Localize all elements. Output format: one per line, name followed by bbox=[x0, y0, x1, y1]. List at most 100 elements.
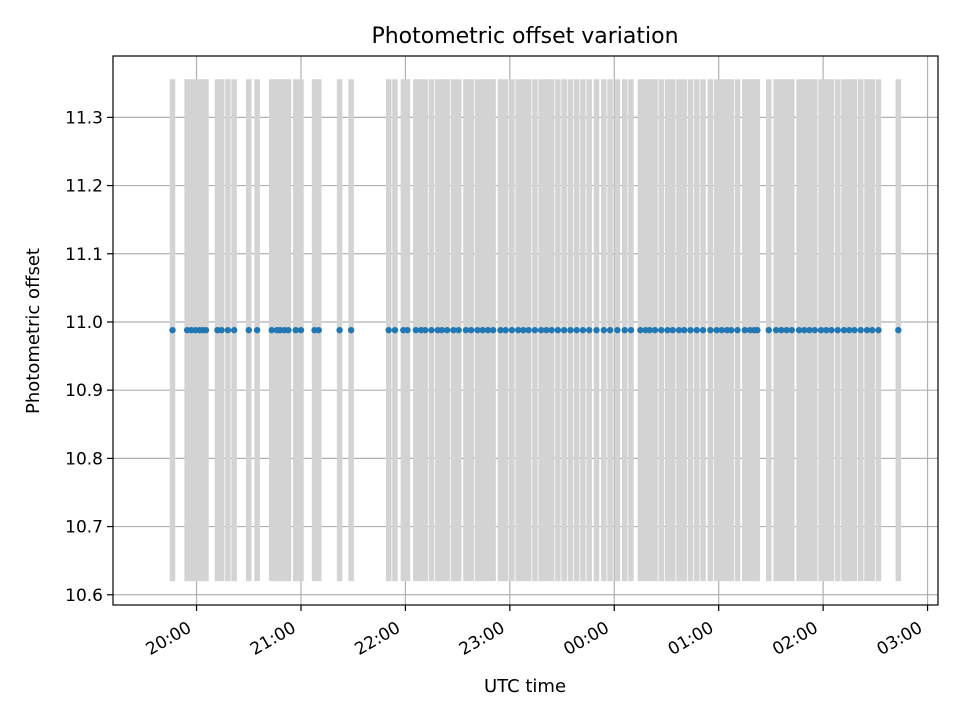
data-point bbox=[520, 326, 527, 334]
y-axis-ticks: 10.6 10.7 10.8 10.9 11.0 11.1 11.2 11.3 bbox=[65, 108, 113, 606]
chart-title: Photometric offset variation bbox=[371, 24, 678, 49]
data-point bbox=[455, 326, 462, 334]
data-point bbox=[253, 326, 261, 334]
data-point bbox=[489, 326, 497, 334]
data-point bbox=[795, 326, 803, 334]
data-point bbox=[245, 326, 252, 334]
data-point bbox=[811, 326, 818, 334]
data-point bbox=[497, 326, 504, 334]
data-point bbox=[895, 326, 902, 334]
data-point bbox=[531, 326, 539, 334]
data-point bbox=[869, 326, 876, 334]
plot-frame bbox=[112, 55, 939, 606]
data-point bbox=[385, 326, 392, 334]
data-point bbox=[651, 326, 659, 334]
data-point bbox=[687, 326, 694, 334]
data-point bbox=[718, 326, 726, 334]
data-point bbox=[765, 326, 773, 334]
data-point bbox=[391, 326, 399, 334]
data-point bbox=[606, 326, 614, 334]
data-point bbox=[567, 326, 574, 334]
data-point bbox=[658, 326, 665, 334]
data-point bbox=[627, 326, 635, 334]
data-point bbox=[467, 326, 475, 334]
data-point bbox=[297, 326, 305, 334]
data-point bbox=[218, 326, 225, 334]
data-point bbox=[637, 326, 644, 334]
data-point bbox=[699, 326, 707, 334]
data-point bbox=[548, 326, 555, 334]
data-point bbox=[801, 326, 808, 334]
data-point bbox=[292, 326, 299, 334]
data-point bbox=[508, 326, 516, 334]
data-point bbox=[285, 326, 292, 334]
y-tick-label: 11.3 bbox=[65, 108, 103, 128]
data-point bbox=[347, 326, 355, 334]
x-axis-label: UTC time bbox=[484, 676, 566, 697]
data-point bbox=[450, 326, 457, 334]
data-point bbox=[875, 326, 882, 334]
data-point bbox=[857, 326, 864, 334]
data-point bbox=[202, 326, 210, 334]
data-point bbox=[593, 326, 600, 334]
data-point bbox=[230, 326, 238, 334]
y-axis-label: Photometric offset bbox=[23, 248, 44, 414]
data-point bbox=[664, 326, 671, 334]
y-tick-label: 11.0 bbox=[65, 313, 103, 333]
data-point bbox=[646, 326, 653, 334]
data-point bbox=[560, 326, 568, 334]
data-point bbox=[474, 326, 481, 334]
y-tick-label: 10.9 bbox=[65, 381, 103, 401]
data-point bbox=[713, 326, 720, 334]
data-point bbox=[412, 326, 420, 334]
data-points bbox=[169, 326, 902, 334]
data-point bbox=[586, 326, 593, 334]
data-point bbox=[462, 326, 470, 334]
data-point bbox=[484, 326, 492, 334]
data-point bbox=[728, 326, 735, 334]
data-point bbox=[600, 326, 608, 334]
data-point bbox=[828, 326, 835, 334]
data-point bbox=[840, 326, 848, 334]
data-point bbox=[681, 326, 688, 334]
data-point bbox=[224, 326, 232, 334]
data-point bbox=[422, 326, 429, 334]
data-point bbox=[336, 326, 343, 334]
data-point bbox=[806, 326, 813, 334]
y-tick-label: 10.7 bbox=[65, 518, 103, 538]
data-point bbox=[772, 326, 780, 334]
data-point bbox=[315, 326, 322, 334]
data-point bbox=[537, 326, 545, 334]
data-point bbox=[741, 326, 749, 334]
data-point bbox=[268, 326, 275, 334]
data-point bbox=[788, 326, 795, 334]
y-tick-label: 11.1 bbox=[65, 245, 103, 265]
data-point bbox=[554, 326, 562, 334]
data-point bbox=[817, 326, 825, 334]
data-point bbox=[707, 326, 714, 334]
data-point bbox=[754, 326, 761, 334]
data-point bbox=[669, 326, 676, 334]
data-point bbox=[778, 326, 785, 334]
data-point bbox=[846, 326, 853, 334]
data-point bbox=[783, 326, 790, 334]
data-point bbox=[169, 326, 176, 334]
data-point bbox=[514, 326, 522, 334]
data-point bbox=[443, 326, 451, 334]
y-tick-label: 11.2 bbox=[65, 177, 103, 197]
data-point bbox=[863, 326, 871, 334]
data-point bbox=[823, 326, 830, 334]
data-point bbox=[851, 326, 858, 334]
data-point bbox=[834, 326, 841, 334]
data-point bbox=[428, 326, 435, 334]
data-point bbox=[621, 326, 628, 334]
y-tick-label: 10.8 bbox=[65, 449, 103, 469]
data-point bbox=[614, 326, 621, 334]
data-point bbox=[404, 326, 411, 334]
data-point bbox=[675, 326, 683, 334]
data-point bbox=[573, 326, 580, 334]
data-point bbox=[502, 326, 509, 334]
data-point bbox=[479, 326, 486, 334]
data-point bbox=[543, 326, 550, 334]
